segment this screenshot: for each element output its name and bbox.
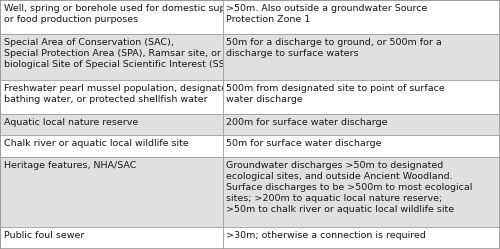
Bar	[0, 80, 222, 114]
Bar	[222, 34, 500, 80]
Text: 200m for surface water discharge: 200m for surface water discharge	[226, 118, 388, 127]
Text: >30m; otherwise a connection is required: >30m; otherwise a connection is required	[226, 231, 426, 241]
Bar	[222, 114, 500, 135]
Text: Special Area of Conservation (SAC),
Special Protection Area (SPA), Ramsar site, : Special Area of Conservation (SAC), Spec…	[4, 38, 237, 69]
Text: Groundwater discharges >50m to designated
ecological sites, and outside Ancient : Groundwater discharges >50m to designate…	[226, 161, 473, 214]
Bar	[0, 157, 222, 227]
Text: Aquatic local nature reserve: Aquatic local nature reserve	[4, 118, 138, 127]
Text: 50m for surface water discharge: 50m for surface water discharge	[226, 139, 382, 148]
Bar	[222, 157, 500, 227]
Text: Freshwater pearl mussel population, designated
bathing water, or protected shell: Freshwater pearl mussel population, desi…	[4, 84, 233, 104]
Bar	[0, 34, 222, 80]
Bar	[0, 135, 222, 157]
Text: 50m for a discharge to ground, or 500m for a
discharge to surface waters: 50m for a discharge to ground, or 500m f…	[226, 38, 442, 58]
Bar	[222, 135, 500, 157]
Bar	[0, 114, 222, 135]
Bar	[0, 227, 222, 249]
Text: Public foul sewer: Public foul sewer	[4, 231, 84, 241]
Bar	[0, 0, 222, 34]
Text: Well, spring or borehole used for domestic supply
or food production purposes: Well, spring or borehole used for domest…	[4, 4, 240, 24]
Bar	[222, 80, 500, 114]
Text: Heritage features, NHA/SAC: Heritage features, NHA/SAC	[4, 161, 136, 170]
Text: 500m from designated site to point of surface
water discharge: 500m from designated site to point of su…	[226, 84, 446, 104]
Text: Chalk river or aquatic local wildlife site: Chalk river or aquatic local wildlife si…	[4, 139, 189, 148]
Text: >50m. Also outside a groundwater Source
Protection Zone 1: >50m. Also outside a groundwater Source …	[226, 4, 428, 24]
Bar	[222, 0, 500, 34]
Bar	[222, 227, 500, 249]
